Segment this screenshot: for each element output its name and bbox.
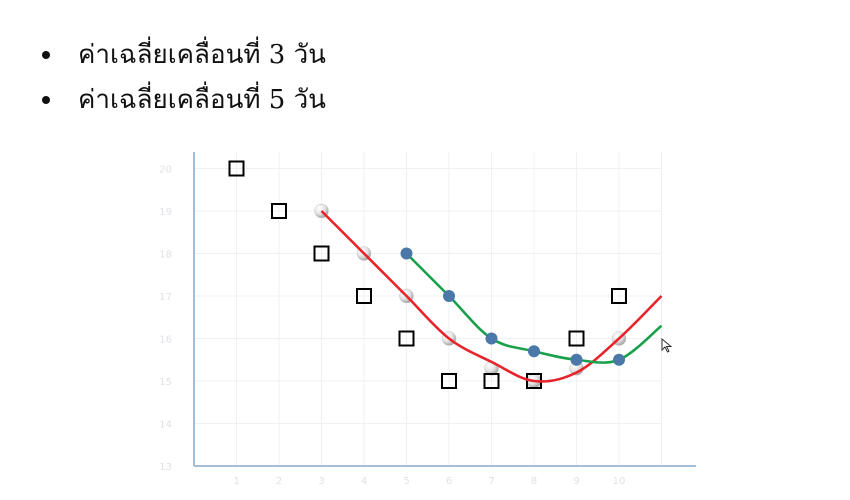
- square-point: [356, 288, 372, 304]
- square-point: [313, 245, 330, 262]
- x-tick-label: 7: [488, 476, 494, 487]
- y-tick-label: 16: [159, 335, 172, 346]
- moving-average-5-point: [570, 353, 583, 366]
- square-point: [611, 288, 627, 304]
- bullet-dot-icon: [42, 50, 50, 59]
- square-point: [441, 373, 457, 389]
- square-point: [398, 330, 415, 347]
- bullet-list: ค่าเฉลี่ยเคลื่อนที่ 3 วัน ค่าเฉลี่ยเคลื่…: [42, 32, 326, 122]
- moving-average-5-point: [528, 345, 540, 358]
- x-tick-label: 10: [613, 476, 626, 487]
- bullet-item-5-day: ค่าเฉลี่ยเคลื่อนที่ 5 วัน: [42, 77, 326, 122]
- y-tick-label: 14: [159, 420, 172, 431]
- x-tick-label: 4: [361, 476, 367, 487]
- chart-grid: [194, 152, 662, 467]
- y-tick-label: 17: [159, 292, 172, 303]
- moving-average-5-point: [443, 290, 455, 302]
- bullet-label: ค่าเฉลี่ยเคลื่อนที่ 3 วัน: [78, 40, 326, 70]
- y-tick-label: 20: [159, 165, 172, 176]
- chart-tick-labels: 13 14 15 16 17 18 19 20 1 2 3 4 5 6 7 8 9 10: [159, 165, 625, 488]
- moving-average-5-point: [613, 353, 625, 366]
- square-point: [228, 160, 245, 177]
- x-tick-label: 3: [318, 476, 324, 487]
- chart-series: [228, 160, 663, 389]
- bullet-label: ค่าเฉลี่ยเคลื่อนที่ 5 วัน: [78, 85, 326, 115]
- chart-axes: [193, 152, 696, 467]
- square-point: [483, 373, 500, 389]
- square-point: [568, 330, 585, 347]
- x-tick-label: 6: [446, 476, 452, 487]
- y-tick-label: 13: [159, 462, 172, 473]
- bullet-dot-icon: [42, 95, 50, 104]
- x-tick-label: 2: [276, 476, 282, 487]
- x-tick-label: 5: [403, 476, 409, 487]
- mouse-cursor-icon: [661, 338, 673, 353]
- square-point: [271, 203, 287, 219]
- x-tick-label: 1: [233, 476, 239, 487]
- y-tick-label: 15: [159, 377, 172, 388]
- x-tick-label: 9: [573, 476, 579, 487]
- moving-average-3-line: [320, 210, 663, 383]
- x-tick-label: 8: [531, 476, 537, 487]
- bullet-item-3-day: ค่าเฉลี่ยเคลื่อนที่ 3 วัน: [42, 32, 326, 77]
- y-tick-label: 18: [159, 250, 172, 261]
- moving-average-5-point: [400, 247, 413, 260]
- y-tick-label: 19: [159, 207, 172, 218]
- moving-average-5-point: [485, 332, 498, 345]
